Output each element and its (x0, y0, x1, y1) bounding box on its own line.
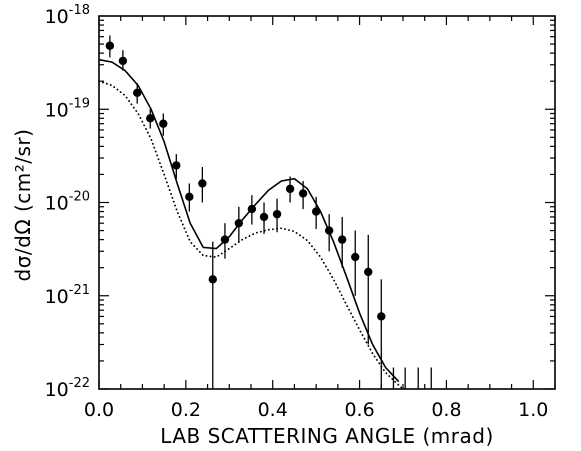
x-axis-title: LAB SCATTERING ANGLE (mrad) (160, 424, 494, 448)
x-tick-label: 0.4 (258, 399, 288, 421)
data-point (133, 88, 142, 98)
data-point (272, 209, 282, 219)
x-tick-label: 0.2 (171, 399, 201, 421)
y-tick-label: 10-21 (45, 283, 90, 308)
data-point (220, 235, 230, 244)
data-point (285, 184, 295, 194)
data-point (198, 179, 207, 188)
plot-frame (98, 15, 556, 390)
y-tick-label: 10-20 (45, 190, 90, 215)
data-point (159, 119, 168, 128)
data-point (338, 235, 347, 244)
x-tick-label: 0.8 (431, 399, 461, 421)
dotted-curve (98, 80, 404, 390)
data-point (259, 212, 269, 222)
data-point (172, 161, 181, 170)
y-tick-label: 10-22 (45, 376, 90, 401)
data-point (377, 312, 386, 321)
data-point (311, 207, 321, 216)
tick-labels: 0.0 0.2 0.4 0.6 0.8 1.0 10-22 10-21 10-20 10-19 10… (45, 3, 549, 421)
y-tick-label: 10-19 (45, 96, 90, 121)
x-tick-label: 1.0 (518, 399, 548, 421)
y-tick-label: 10-18 (45, 3, 90, 28)
solid-curve (98, 58, 400, 383)
data-point (298, 189, 308, 198)
data-point (247, 204, 257, 214)
data-point (208, 275, 217, 284)
data-point (324, 226, 334, 235)
y-axis-title: dσ/dΩ (cm²/sr) (11, 129, 35, 282)
data-point (118, 56, 128, 66)
data-points (105, 35, 432, 389)
x-tick-label: 0.6 (344, 399, 374, 421)
axes (98, 15, 556, 390)
data-point (146, 114, 155, 123)
x-tick-label: 0.0 (84, 399, 114, 421)
data-point (234, 218, 244, 228)
data-point (351, 252, 360, 262)
data-point (105, 41, 115, 50)
curves (98, 58, 404, 390)
data-point (364, 267, 373, 277)
data-point (185, 192, 194, 202)
